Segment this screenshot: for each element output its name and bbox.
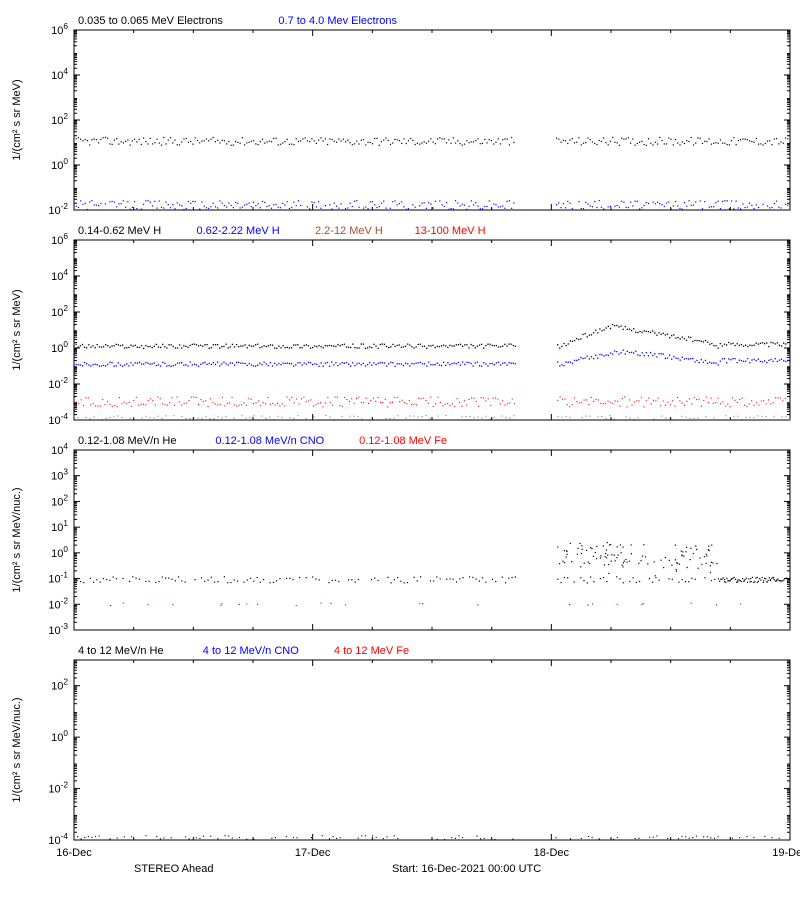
series-label: 0.7 to 4.0 Mev Electrons [278, 15, 397, 27]
series-label: 0.12-1.08 MeV Fe [359, 435, 447, 447]
ylabel: 1/(cm² s sr MeV/nuc.) [11, 697, 23, 802]
ylabel: 1/(cm² s sr MeV) [11, 79, 23, 160]
series-label: 4 to 12 MeV/n He [78, 645, 164, 657]
ylabel: 1/(cm² s sr MeV) [11, 289, 23, 370]
series-label: 0.12-1.08 MeV/n He [78, 435, 176, 447]
xtick-label: 19-Dec [772, 847, 800, 859]
series-label: 4 to 12 MeV/n CNO [203, 645, 299, 657]
ylabel: 1/(cm² s sr MeV/nuc.) [11, 487, 23, 592]
series-label: 4 to 12 MeV Fe [334, 645, 409, 657]
series-label: 0.12-1.08 MeV/n CNO [215, 435, 324, 447]
multi-panel-chart: 10-21001021041061/(cm² s sr MeV)0.035 to… [0, 0, 800, 900]
series-label: 0.14-0.62 MeV H [78, 225, 161, 237]
series-label: 13-100 MeV H [415, 225, 486, 237]
xtick-label: 17-Dec [295, 847, 331, 859]
series-label: 0.62-2.22 MeV H [197, 225, 280, 237]
xtick-label: 18-Dec [534, 847, 570, 859]
footer-center: Start: 16-Dec-2021 00:00 UTC [392, 863, 541, 875]
series-label: 2.2-12 MeV H [315, 225, 383, 237]
series-label: 0.035 to 0.065 MeV Electrons [78, 15, 223, 27]
xtick-label: 16-Dec [56, 847, 92, 859]
footer-left: STEREO Ahead [134, 863, 214, 875]
